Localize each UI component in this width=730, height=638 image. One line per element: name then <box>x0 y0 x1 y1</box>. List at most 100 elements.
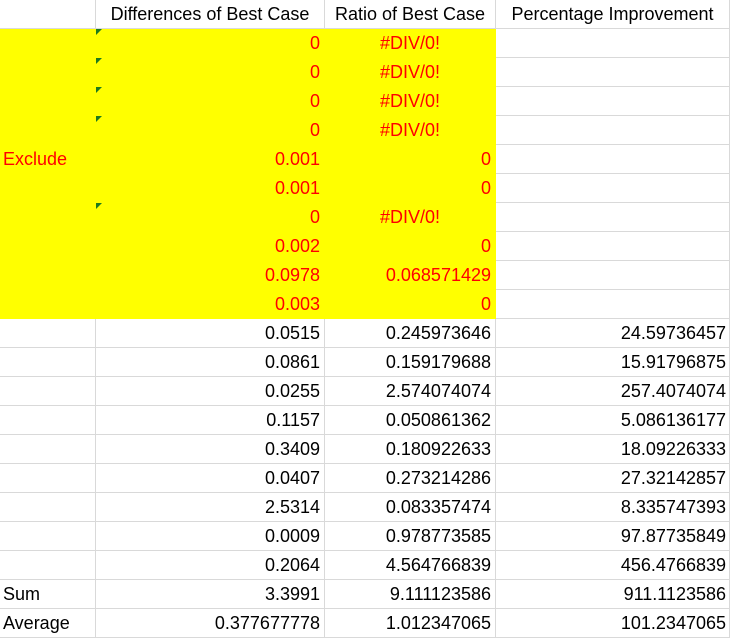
excluded-row: 0.002 0 <box>0 232 730 261</box>
cell-difference[interactable]: 0 <box>96 87 325 116</box>
sum-difference[interactable]: 3.3991 <box>96 580 325 609</box>
cell-ratio[interactable]: 0.068571429 <box>325 261 496 290</box>
cell-percentage[interactable]: 456.4766839 <box>496 551 730 580</box>
cell-label[interactable] <box>0 348 96 377</box>
cell-label[interactable] <box>0 116 96 145</box>
cell-label[interactable] <box>0 435 96 464</box>
table-row: 0.3409 0.180922633 18.09226333 <box>0 435 730 464</box>
cell-difference[interactable]: 0.001 <box>96 174 325 203</box>
cell-percentage[interactable] <box>496 116 730 145</box>
excluded-row: 0 #DIV/0! <box>0 116 730 145</box>
cell-ratio[interactable]: 0.083357474 <box>325 493 496 522</box>
cell-ratio[interactable]: 0.159179688 <box>325 348 496 377</box>
exclude-label[interactable]: Exclude <box>0 145 96 174</box>
cell-percentage[interactable] <box>496 203 730 232</box>
cell-label[interactable] <box>0 551 96 580</box>
cell-percentage[interactable]: 15.91796875 <box>496 348 730 377</box>
cell-percentage[interactable] <box>496 58 730 87</box>
cell-ratio[interactable]: #DIV/0! <box>325 58 496 87</box>
cell-ratio[interactable]: 0.273214286 <box>325 464 496 493</box>
cell-ratio[interactable]: 0 <box>325 290 496 319</box>
cell-percentage[interactable]: 27.32142857 <box>496 464 730 493</box>
cell-ratio[interactable]: 0 <box>325 174 496 203</box>
table-row: 0.0009 0.978773585 97.87735849 <box>0 522 730 551</box>
cell-percentage[interactable] <box>496 290 730 319</box>
cell-difference[interactable]: 0 <box>96 203 325 232</box>
cell-percentage[interactable]: 97.87735849 <box>496 522 730 551</box>
sum-ratio[interactable]: 9.111123586 <box>325 580 496 609</box>
cell-label[interactable] <box>0 203 96 232</box>
cell-percentage[interactable] <box>496 174 730 203</box>
header-row: Differences of Best Case Ratio of Best C… <box>0 0 730 29</box>
cell-A1[interactable] <box>0 0 96 29</box>
excluded-row: Exclude 0.001 0 <box>0 145 730 174</box>
sum-label[interactable]: Sum <box>0 580 96 609</box>
column-header-differences[interactable]: Differences of Best Case <box>96 0 325 29</box>
cell-ratio[interactable]: 0 <box>325 232 496 261</box>
cell-label[interactable] <box>0 87 96 116</box>
table-row: 0.0407 0.273214286 27.32142857 <box>0 464 730 493</box>
cell-difference[interactable]: 0 <box>96 29 325 58</box>
cell-difference[interactable]: 0 <box>96 58 325 87</box>
cell-percentage[interactable] <box>496 29 730 58</box>
cell-label[interactable] <box>0 261 96 290</box>
cell-percentage[interactable] <box>496 232 730 261</box>
cell-percentage[interactable]: 24.59736457 <box>496 319 730 348</box>
cell-percentage[interactable]: 8.335747393 <box>496 493 730 522</box>
cell-percentage[interactable]: 5.086136177 <box>496 406 730 435</box>
excluded-row: 0.003 0 <box>0 290 730 319</box>
cell-label[interactable] <box>0 232 96 261</box>
cell-difference[interactable]: 0.003 <box>96 290 325 319</box>
cell-label[interactable] <box>0 58 96 87</box>
cell-ratio[interactable]: 0.180922633 <box>325 435 496 464</box>
cell-label[interactable] <box>0 174 96 203</box>
cell-difference[interactable]: 0.0009 <box>96 522 325 551</box>
cell-ratio[interactable]: #DIV/0! <box>325 203 496 232</box>
table-row: 0.2064 4.564766839 456.4766839 <box>0 551 730 580</box>
cell-ratio[interactable]: 4.564766839 <box>325 551 496 580</box>
excluded-row: 0 #DIV/0! <box>0 87 730 116</box>
cell-difference[interactable]: 0.0407 <box>96 464 325 493</box>
cell-label[interactable] <box>0 29 96 58</box>
cell-ratio[interactable]: 0 <box>325 145 496 174</box>
cell-difference[interactable]: 0 <box>96 116 325 145</box>
cell-label[interactable] <box>0 406 96 435</box>
cell-difference[interactable]: 0.1157 <box>96 406 325 435</box>
cell-percentage[interactable]: 257.4074074 <box>496 377 730 406</box>
cell-difference[interactable]: 0.3409 <box>96 435 325 464</box>
cell-difference[interactable]: 0.001 <box>96 145 325 174</box>
cell-label[interactable] <box>0 319 96 348</box>
table-row: 0.0515 0.245973646 24.59736457 <box>0 319 730 348</box>
cell-label[interactable] <box>0 377 96 406</box>
cell-ratio[interactable]: 0.050861362 <box>325 406 496 435</box>
column-header-ratio[interactable]: Ratio of Best Case <box>325 0 496 29</box>
sum-row: Sum 3.3991 9.111123586 911.1123586 <box>0 580 730 609</box>
cell-percentage[interactable] <box>496 145 730 174</box>
cell-percentage[interactable] <box>496 261 730 290</box>
excluded-row: 0.001 0 <box>0 174 730 203</box>
cell-ratio[interactable]: 0.245973646 <box>325 319 496 348</box>
cell-difference[interactable]: 0.0861 <box>96 348 325 377</box>
cell-percentage[interactable] <box>496 87 730 116</box>
cell-percentage[interactable]: 18.09226333 <box>496 435 730 464</box>
cell-ratio[interactable]: 2.574074074 <box>325 377 496 406</box>
cell-difference[interactable]: 0.0978 <box>96 261 325 290</box>
cell-ratio[interactable]: #DIV/0! <box>325 29 496 58</box>
cell-difference[interactable]: 0.0515 <box>96 319 325 348</box>
cell-label[interactable] <box>0 290 96 319</box>
cell-difference[interactable]: 0.002 <box>96 232 325 261</box>
cell-ratio[interactable]: #DIV/0! <box>325 87 496 116</box>
cell-label[interactable] <box>0 493 96 522</box>
cell-ratio[interactable]: #DIV/0! <box>325 116 496 145</box>
cell-ratio[interactable]: 0.978773585 <box>325 522 496 551</box>
cell-label[interactable] <box>0 522 96 551</box>
cell-difference[interactable]: 0.0255 <box>96 377 325 406</box>
table-row: 2.5314 0.083357474 8.335747393 <box>0 493 730 522</box>
sum-percentage[interactable]: 911.1123586 <box>496 580 730 609</box>
cell-difference[interactable]: 2.5314 <box>96 493 325 522</box>
cell-difference[interactable]: 0.2064 <box>96 551 325 580</box>
table-row: 0.1157 0.050861362 5.086136177 <box>0 406 730 435</box>
column-header-percentage[interactable]: Percentage Improvement <box>496 0 730 29</box>
cell-label[interactable] <box>0 464 96 493</box>
